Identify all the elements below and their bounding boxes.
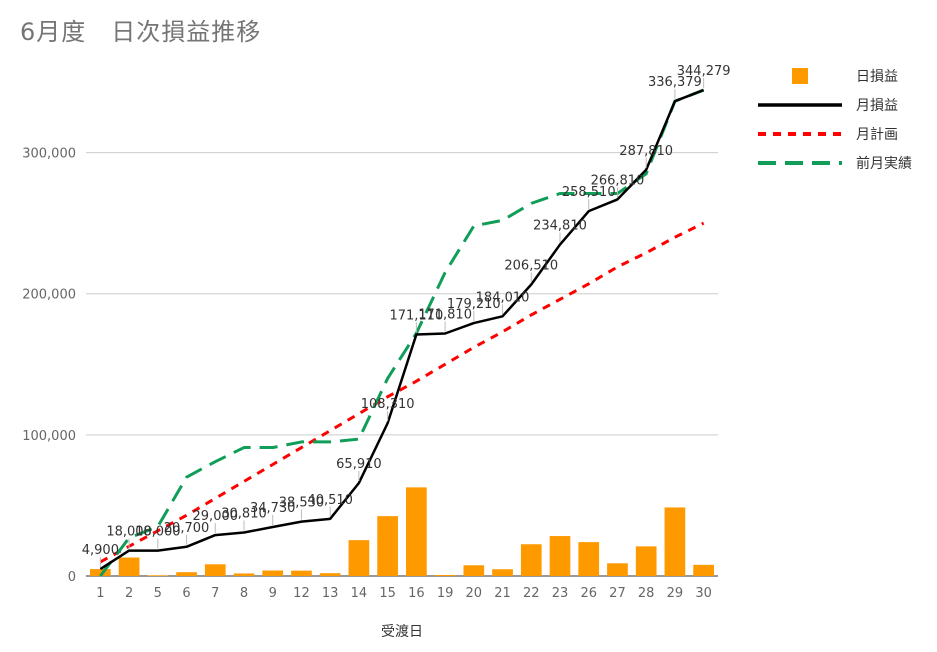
bar [204,564,226,576]
x-tick-label: 30 [695,586,712,601]
x-tick-label: 19 [437,586,454,601]
data-label: 258,510 [562,185,616,200]
x-tick-label: 23 [552,586,569,601]
data-label: 38,530 [279,496,325,511]
data-label: 65,910 [336,457,382,472]
data-labels-layer: 4,90018,00018,00020,70029,00030,81034,73… [82,64,731,568]
x-tick-label: 7 [211,586,219,601]
data-label: 344,279 [677,64,731,79]
data-label: 34,730 [250,501,296,516]
x-tick-label: 22 [523,586,540,601]
y-tick-label: 200,000 [22,288,76,303]
bar [118,557,140,576]
bar [635,546,657,576]
y-tick-label: 100,000 [22,429,76,444]
data-label: 4,900 [82,543,119,558]
bar [693,564,714,576]
bars-layer [90,487,714,576]
legend-label: 日損益 [856,69,898,85]
x-tick-label: 9 [269,586,277,601]
data-label: 287,810 [619,144,673,159]
legend-label: 前月実績 [856,155,912,172]
bar [176,572,197,576]
bar [578,542,600,576]
series-line [99,221,705,564]
x-axis-title: 受渡日 [381,624,423,640]
bar [549,536,571,576]
data-label: 18,000 [106,525,152,540]
x-tick-label: 26 [580,586,597,601]
data-label: 18,000 [135,525,181,540]
x-tick-label: 16 [408,586,425,601]
data-label: 336,379 [648,75,702,90]
x-tick-label: 5 [154,586,162,601]
legend-swatch-bar [792,68,808,84]
bar [607,563,628,576]
grid-layer [86,152,718,577]
y-tick-label: 0 [68,570,76,585]
legend-label: 月計画 [856,127,898,143]
data-label: 20,700 [164,521,210,536]
x-tick-label: 1 [96,586,104,601]
x-tick-label: 12 [293,586,310,601]
bar [520,544,542,576]
x-tick-label: 8 [240,586,248,601]
data-label: 234,810 [533,219,587,234]
y-tick-label: 300,000 [22,147,76,162]
series-line [99,88,705,577]
bar [262,570,284,576]
legend-label: 月損益 [856,98,898,114]
x-tick-label: 29 [667,586,684,601]
series-line [99,88,705,571]
data-label: 206,510 [504,259,558,274]
bar [406,487,427,576]
data-label: 266,810 [591,173,645,188]
x-tick-label: 13 [322,586,339,601]
data-label: 179,210 [447,297,501,312]
bar [434,575,456,576]
data-label: 40,510 [307,493,353,508]
x-tick-label: 15 [379,586,396,601]
lines-layer [99,88,705,577]
bar [377,516,398,576]
bar [664,507,686,576]
bar [348,540,370,576]
bar [90,569,111,576]
x-tick-label: 21 [494,586,511,601]
x-tick-label: 2 [125,586,133,601]
chart-title: 6月度 日次損益推移 [20,18,262,46]
data-label: 29,000 [193,509,239,524]
bar [147,575,169,576]
x-tick-label: 28 [638,586,655,601]
bar [291,570,312,576]
data-label: 184,010 [476,290,530,305]
bar [233,573,255,576]
bar [319,573,341,576]
bar [463,565,485,576]
bar [492,569,513,576]
x-tick-label: 14 [351,586,368,601]
data-label: 171,110 [389,308,443,323]
data-label: 108,310 [361,397,415,412]
data-label: 30,810 [221,507,267,522]
x-tick-label: 27 [609,586,626,601]
data-label: 171,810 [418,308,472,323]
x-tick-label: 20 [466,586,483,601]
x-tick-label: 6 [182,586,190,601]
